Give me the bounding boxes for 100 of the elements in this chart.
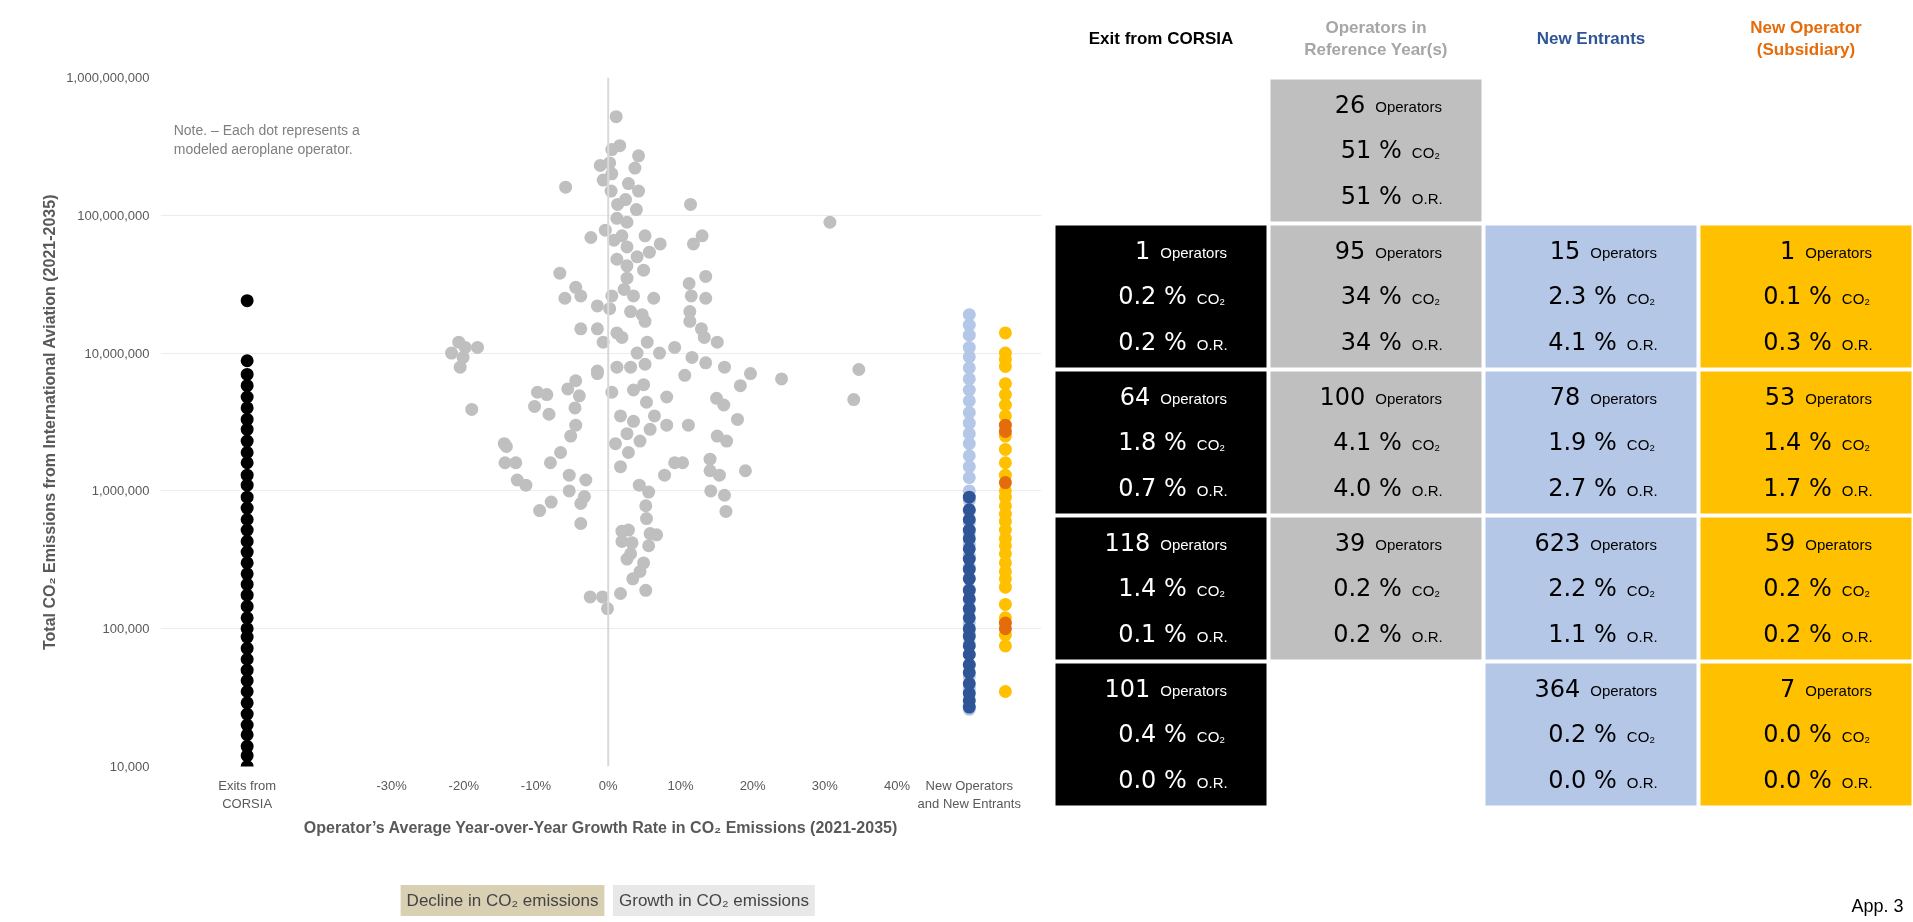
x-tick-label: 40% — [884, 777, 911, 793]
point — [240, 588, 254, 602]
text: 7 Operators — [1779, 674, 1872, 703]
text: 118 Operators — [1104, 528, 1227, 557]
point — [962, 361, 976, 375]
text: 51 % CO₂ — [1340, 135, 1441, 164]
point — [962, 308, 976, 322]
text: 0.2 % O.R. — [1763, 619, 1873, 648]
text: 0.0 % CO₂ — [1763, 719, 1871, 748]
point — [240, 367, 254, 381]
text: 0.2 % CO₂ — [1548, 719, 1656, 748]
point — [962, 460, 976, 474]
point — [998, 639, 1012, 653]
point — [998, 685, 1012, 699]
point — [962, 372, 976, 386]
x-axis-title: Operator’s Average Year-over-Year Growth Rate in CO₂ Emissions (2021-2035) — [303, 818, 898, 836]
text: 39 Operators — [1334, 528, 1442, 557]
point — [240, 567, 254, 581]
point — [998, 456, 1012, 470]
point — [240, 718, 254, 732]
text: 101 Operators — [1104, 674, 1227, 703]
point — [240, 696, 254, 710]
text: 364 Operators — [1534, 674, 1657, 703]
point — [962, 406, 976, 420]
text: 0.2 % CO₂ — [1763, 573, 1871, 602]
legend-label: Operators in Reference Year(s) — [1304, 17, 1448, 60]
text: 1.8 % CO₂ — [1118, 427, 1226, 456]
text: 64 Operators — [1119, 382, 1227, 411]
text: 0.1 % CO₂ — [1763, 281, 1871, 310]
y-tick-label: 1,000,000 — [91, 483, 150, 499]
point — [240, 390, 254, 404]
text: 0.2 % O.R. — [1118, 327, 1228, 356]
x-tick-label: 20% — [739, 777, 767, 793]
legend-label: New Entrants — [1536, 29, 1646, 48]
text: 53 Operators — [1764, 382, 1872, 411]
x-tick-label: 30% — [811, 777, 839, 793]
point — [998, 597, 1012, 611]
point — [240, 685, 254, 699]
point — [998, 476, 1012, 490]
x-tick-label: -20% — [448, 777, 480, 793]
point — [240, 468, 254, 482]
point — [240, 641, 254, 655]
text: 0.2 % CO₂ — [1118, 281, 1226, 310]
point — [240, 354, 254, 368]
text: 1.4 % CO₂ — [1118, 573, 1226, 602]
point — [998, 326, 1012, 340]
text: 0.3 % O.R. — [1763, 327, 1873, 356]
text: 0.7 % O.R. — [1118, 473, 1228, 502]
text: 1.7 % O.R. — [1763, 473, 1873, 502]
annotation: Note. – Each dot represents a modeled aeroplane operator. — [173, 121, 360, 157]
y-axis-title: Total CO₂ Emissions from International Aviation (2021-2035) — [41, 194, 59, 651]
point — [240, 599, 254, 613]
point — [240, 401, 254, 415]
text: 1.1 % O.R. — [1548, 619, 1658, 648]
x-tick-label: Exits from CORSIA — [218, 777, 277, 811]
y-tick-label: 10,000,000 — [84, 345, 150, 361]
text: 2.2 % CO₂ — [1548, 573, 1656, 602]
y-tick-label: 100,000,000 — [77, 207, 150, 223]
text: 4.1 % O.R. — [1548, 327, 1658, 356]
x-tick-label: 0% — [598, 777, 619, 793]
point — [998, 388, 1012, 402]
text: 2.7 % O.R. — [1548, 473, 1658, 502]
point — [240, 379, 254, 393]
point — [240, 534, 254, 548]
text: 0.0 % O.R. — [1548, 765, 1658, 794]
y-tick-label: 1,000,000,000 — [66, 70, 150, 85]
point — [962, 416, 976, 430]
text: 0.1 % O.R. — [1118, 619, 1228, 648]
text: 26 Operators — [1334, 90, 1442, 119]
point — [240, 294, 254, 308]
legend-label: Exit from CORSIA — [1088, 29, 1234, 48]
x-tick-label: 10% — [667, 777, 694, 793]
point — [240, 556, 254, 570]
point — [240, 739, 254, 753]
point — [998, 442, 1012, 456]
point — [962, 394, 976, 408]
point — [240, 501, 254, 515]
point — [240, 434, 254, 448]
text: 0.2 % CO₂ — [1333, 573, 1441, 602]
point — [240, 412, 254, 426]
point — [240, 490, 254, 504]
point — [962, 490, 976, 504]
point — [240, 513, 254, 526]
point — [240, 663, 254, 677]
point — [240, 611, 254, 625]
text: 1 Operators — [1779, 236, 1872, 265]
text: 2.3 % CO₂ — [1548, 281, 1656, 310]
text: Decline in CO₂ emissions — [406, 891, 599, 910]
point — [240, 652, 254, 666]
text: 1 Operators — [1134, 236, 1227, 265]
x-tick-label: New Operators and New Entrants — [917, 777, 1022, 811]
point — [962, 383, 976, 397]
text: App. 3 — [1851, 895, 1904, 916]
point — [998, 377, 1012, 391]
point — [962, 449, 976, 463]
text: 95 Operators — [1334, 236, 1442, 265]
text: 1.4 % CO₂ — [1763, 427, 1871, 456]
text: 59 Operators — [1764, 528, 1872, 557]
y-tick-label: 10,000 — [109, 759, 150, 774]
text: 1.9 % CO₂ — [1548, 427, 1656, 456]
